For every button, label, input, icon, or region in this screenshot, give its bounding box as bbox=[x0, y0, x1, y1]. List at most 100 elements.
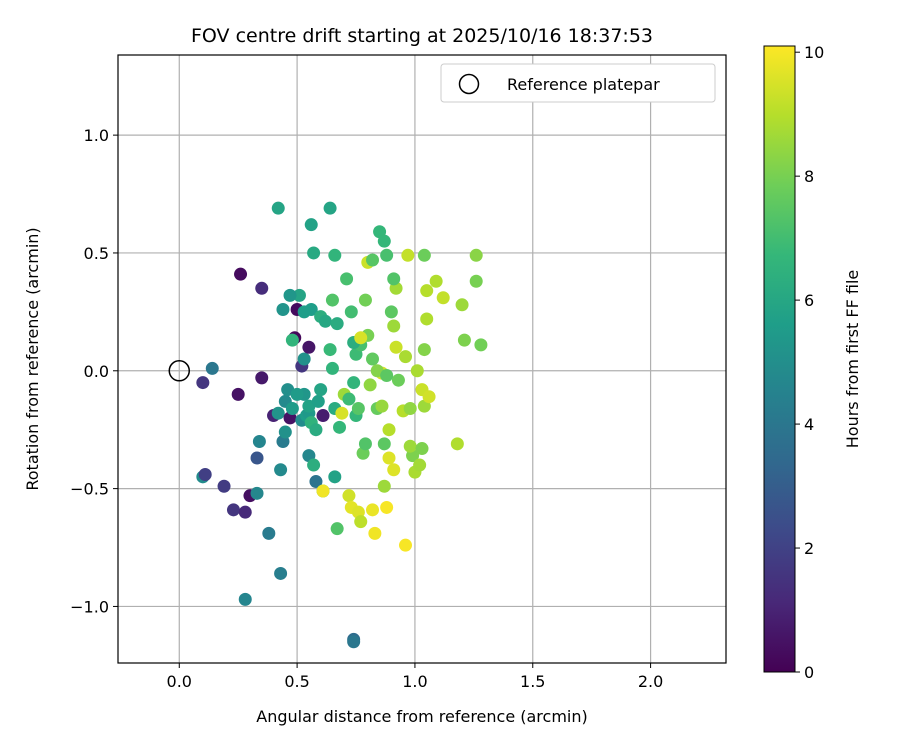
data-point bbox=[283, 288, 297, 302]
plot-frame bbox=[117, 54, 727, 664]
colorbar-tick-label: 4 bbox=[804, 415, 814, 434]
data-point bbox=[351, 401, 365, 415]
x-axis-label: Angular distance from reference (arcmin) bbox=[256, 707, 587, 726]
data-point bbox=[278, 425, 292, 439]
data-point bbox=[250, 451, 264, 465]
data-point bbox=[307, 458, 321, 472]
x-tick-label: 2.0 bbox=[638, 672, 663, 691]
data-point bbox=[384, 305, 398, 319]
data-point bbox=[387, 272, 401, 286]
data-point bbox=[366, 503, 380, 517]
reference-platepar-marker bbox=[168, 360, 191, 382]
data-point bbox=[382, 451, 396, 465]
data-point bbox=[366, 352, 380, 366]
data-point bbox=[297, 305, 311, 319]
data-point bbox=[333, 420, 347, 434]
legend: Reference platepar bbox=[440, 63, 716, 103]
data-point bbox=[358, 437, 372, 451]
colorbar-label: Hours from first FF file bbox=[843, 270, 862, 449]
data-point bbox=[205, 361, 219, 375]
data-point bbox=[380, 248, 394, 262]
chart-title: FOV centre drift starting at 2025/10/16 … bbox=[191, 25, 653, 47]
y-tick-label: 1.0 bbox=[84, 126, 109, 145]
data-point bbox=[309, 475, 323, 489]
data-point bbox=[330, 522, 344, 536]
legend-reference-marker bbox=[458, 73, 480, 95]
y-tick-label: 0.0 bbox=[84, 362, 109, 381]
data-point bbox=[387, 463, 401, 477]
data-point bbox=[417, 248, 431, 262]
colorbar-gradient bbox=[763, 45, 796, 673]
data-point bbox=[420, 284, 434, 298]
data-point bbox=[377, 437, 391, 451]
y-tick-label: −1.0 bbox=[70, 597, 109, 616]
data-point bbox=[304, 218, 318, 232]
data-point bbox=[436, 291, 450, 305]
colorbar-tick-label: 6 bbox=[804, 291, 814, 310]
data-point bbox=[276, 303, 290, 317]
data-point bbox=[403, 401, 417, 415]
colorbar: 0 2 4 6 8 10 Hours from first FF file bbox=[763, 43, 862, 682]
data-point bbox=[399, 350, 413, 364]
data-point bbox=[340, 272, 354, 286]
data-point bbox=[417, 343, 431, 357]
data-point bbox=[297, 352, 311, 366]
data-point bbox=[413, 458, 427, 472]
data-point bbox=[330, 317, 344, 331]
data-point bbox=[377, 479, 391, 493]
x-tick-label: 1.0 bbox=[402, 672, 427, 691]
data-point bbox=[255, 371, 269, 385]
data-point bbox=[325, 293, 339, 307]
data-point bbox=[328, 248, 342, 262]
data-point bbox=[387, 319, 401, 333]
data-point bbox=[316, 484, 330, 498]
data-point bbox=[366, 253, 380, 267]
data-point bbox=[302, 340, 316, 354]
data-point bbox=[292, 288, 306, 302]
data-point bbox=[231, 387, 245, 401]
legend-box bbox=[440, 63, 716, 103]
data-point bbox=[198, 467, 212, 481]
data-point bbox=[323, 201, 337, 215]
data-point bbox=[262, 526, 276, 540]
data-point bbox=[474, 338, 488, 352]
data-point bbox=[318, 314, 332, 328]
data-point bbox=[196, 376, 210, 390]
data-point bbox=[234, 267, 248, 281]
y-axis-label: Rotation from reference (arcmin) bbox=[23, 227, 42, 490]
colorbar-tick-label: 8 bbox=[804, 167, 814, 186]
data-point bbox=[342, 489, 356, 503]
data-point bbox=[382, 423, 396, 437]
x-tick-label: 0.0 bbox=[167, 672, 192, 691]
data-point bbox=[410, 364, 424, 378]
data-point bbox=[380, 368, 394, 382]
data-point bbox=[255, 281, 269, 295]
data-point bbox=[238, 592, 252, 606]
data-point bbox=[307, 246, 321, 260]
x-tick-label: 1.5 bbox=[520, 672, 545, 691]
data-point bbox=[422, 390, 436, 404]
data-point bbox=[469, 248, 483, 262]
data-point bbox=[342, 392, 356, 406]
data-point bbox=[290, 387, 304, 401]
x-axis-ticks: 0.0 0.5 1.0 1.5 2.0 bbox=[167, 663, 663, 691]
data-point bbox=[271, 406, 285, 420]
data-point bbox=[226, 503, 240, 517]
data-point bbox=[252, 434, 266, 448]
colorbar-tick-label: 10 bbox=[804, 43, 824, 62]
data-point bbox=[415, 442, 429, 456]
data-point bbox=[335, 406, 349, 420]
data-point bbox=[314, 383, 328, 397]
data-point bbox=[285, 401, 299, 415]
y-axis-ticks: −1.0 −0.5 0.0 0.5 1.0 bbox=[70, 126, 118, 616]
legend-label: Reference platepar bbox=[507, 75, 660, 94]
data-point bbox=[420, 312, 434, 326]
data-point bbox=[457, 333, 471, 347]
data-point bbox=[325, 361, 339, 375]
data-point bbox=[217, 479, 231, 493]
data-point bbox=[274, 566, 288, 580]
data-point bbox=[354, 515, 368, 529]
data-point bbox=[344, 305, 358, 319]
x-tick-label: 0.5 bbox=[284, 672, 309, 691]
